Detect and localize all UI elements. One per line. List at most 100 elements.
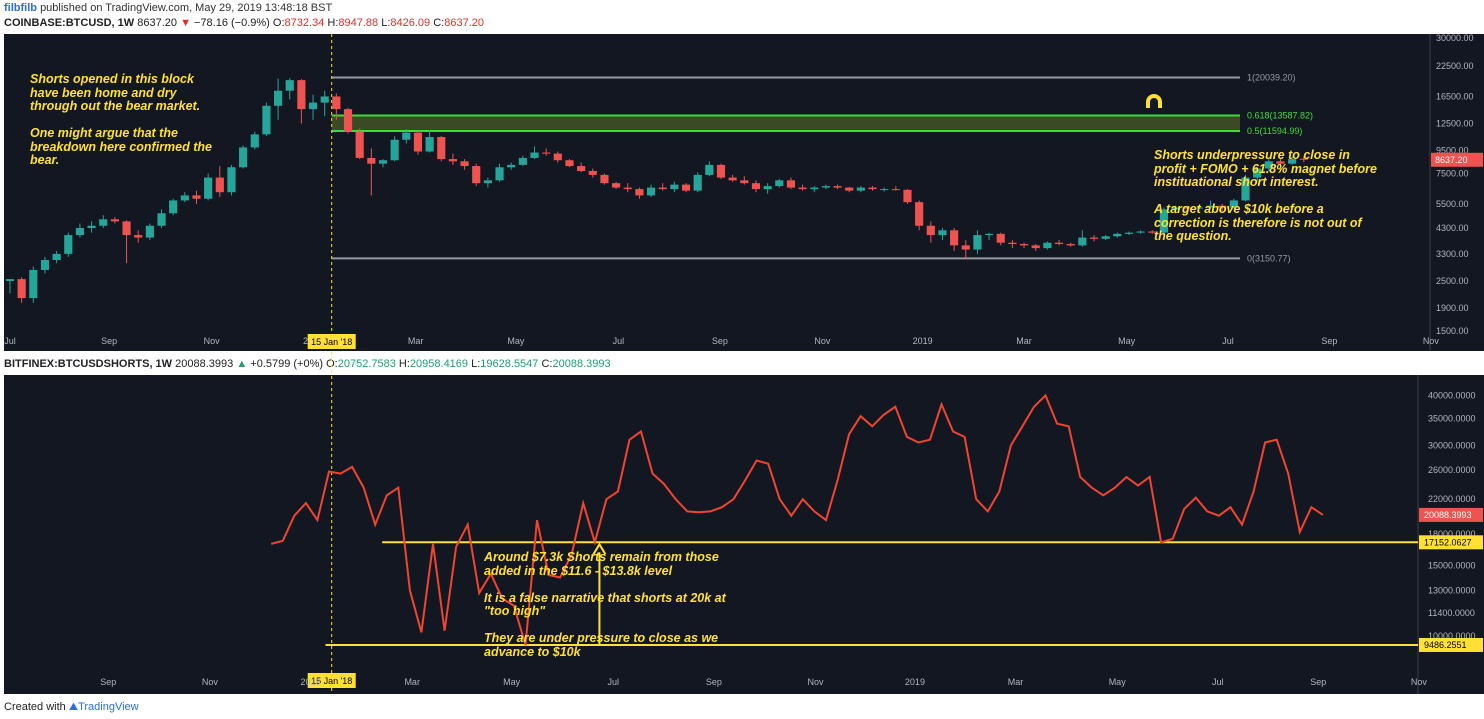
candle-body [483, 180, 492, 184]
candle-body [402, 132, 411, 140]
arrow-up-icon [592, 542, 607, 555]
candle-body [250, 134, 259, 148]
candle-body [961, 245, 970, 250]
candle-body [705, 164, 714, 175]
top-symbol-info: COINBASE:BTCUSD, 1W 8637.20 ▼ −78.16 (−0… [4, 17, 484, 29]
candle-body [926, 225, 935, 236]
bottom-x-tick-label: Jul [1212, 677, 1224, 687]
up-arrow-icon: ▲ [236, 358, 248, 370]
top-y-tick-label: 30000.00 [1436, 33, 1474, 43]
candle-body [17, 279, 26, 299]
bottom-open: 20752.7583 [337, 358, 396, 370]
c-label: C: [433, 17, 445, 29]
top-y-tick-label: 1900.00 [1436, 303, 1469, 313]
candle-body [856, 187, 865, 191]
candle-body [448, 159, 457, 162]
bottom-x-tick-label: Sep [100, 677, 116, 687]
candle-body [658, 187, 667, 190]
candle-body [1288, 159, 1297, 164]
top-symbol-change: −78.16 (−0.9%) [194, 17, 270, 29]
top-y-tick-label: 16500.00 [1436, 91, 1474, 101]
candle-body [262, 105, 271, 135]
bottom-low: 19628.5547 [480, 358, 539, 370]
bottom-time-axis [4, 670, 1484, 694]
bottom-x-tick-label: Nov [202, 677, 219, 687]
bottom-high: 20958.4169 [409, 358, 469, 370]
bottom-x-tick-label: Sep [706, 677, 722, 687]
candle-body [29, 269, 38, 299]
bottom-y-tick-label: 15000.0000 [1428, 561, 1476, 571]
candle-body [64, 235, 73, 254]
candle-body [763, 186, 772, 190]
candle-body [1136, 231, 1145, 233]
top-close: 8637.20 [444, 17, 484, 29]
candle-body [192, 195, 201, 199]
author-link[interactable]: filbfilb [4, 2, 37, 14]
candle-body [1241, 177, 1250, 201]
candle-body [204, 177, 213, 199]
footer-brand[interactable]: TradingView [78, 701, 139, 713]
bottom-y-tick-label: 13000.0000 [1428, 585, 1476, 595]
candle-body [52, 253, 61, 260]
candle-body [1218, 205, 1227, 208]
candle-body [1089, 237, 1099, 239]
top-low: 8426.09 [390, 17, 431, 29]
candle-body [542, 152, 551, 154]
candle-body [1194, 207, 1203, 209]
candle-body [378, 160, 388, 164]
candle-body [810, 187, 819, 190]
top-y-tick-label: 3300.00 [1436, 249, 1469, 259]
candle-body [1054, 242, 1064, 245]
candle-body [1171, 207, 1180, 210]
candle-body [786, 180, 796, 188]
bottom-last-value-box [1419, 507, 1483, 522]
bottom-symbol-name: BITFINEX:BTCUSDSHORTS, 1W [4, 358, 173, 370]
down-arrow-icon: ▼ [180, 17, 191, 29]
top-y-tick-label: 2500.00 [1436, 276, 1469, 286]
candle-body [460, 161, 469, 167]
candle-body [635, 189, 644, 196]
bottom-y-tick-label: 30000.0000 [1428, 440, 1476, 450]
top-x-tick-label: Jul [613, 336, 625, 346]
candle-body [1148, 231, 1157, 233]
candle-body [180, 195, 189, 201]
bottom-x-tick-label: Mar [404, 677, 420, 687]
candle-body [332, 96, 341, 110]
top-y-tick-label: 9500.00 [1436, 145, 1469, 155]
candle-body [588, 171, 597, 175]
o-label: O: [272, 17, 285, 29]
candle-body [950, 230, 959, 246]
top-x-tick-label: Jul [4, 336, 16, 346]
h-label: H: [398, 358, 410, 370]
bottom-x-tick-label: Mar [1008, 677, 1024, 687]
candle-body [798, 187, 807, 190]
candle-body [75, 227, 85, 236]
candle-body [565, 160, 574, 167]
top-last-price-label: 8637.20 [1435, 155, 1468, 165]
bottom-y-tick-label: 35000.0000 [1428, 414, 1476, 424]
candle-body [891, 189, 900, 191]
top-high: 8947.88 [338, 17, 379, 29]
bottom-price-axis [1418, 375, 1484, 670]
l-label: L: [381, 17, 391, 29]
top-symbol-last: 8637.20 [137, 17, 177, 29]
candle-body [367, 157, 376, 164]
candle-body [751, 183, 761, 190]
bottom-symbol-last: 20088.3993 [175, 358, 234, 370]
short-level-label: 9486.2551 [1424, 640, 1467, 650]
top-y-tick-label: 7500.00 [1436, 169, 1469, 179]
candle-body [145, 225, 154, 238]
fib-zone [331, 115, 1240, 131]
candle-body [437, 137, 446, 160]
date-marker-label: 15 Jan '18 [311, 337, 352, 347]
bottom-y-tick-label: 22000.0000 [1428, 494, 1476, 504]
top-x-tick-label: Mar [408, 336, 424, 346]
tradingview-logo-icon: ⛰ [68, 701, 79, 713]
shorts-line [270, 393, 1324, 646]
top-panel-bg [4, 34, 1430, 331]
candle-body [903, 189, 912, 203]
date-marker-label: 15 Jan '18 [311, 676, 352, 686]
bottom-panel-bg [4, 375, 1418, 670]
short-level-box [1419, 535, 1483, 550]
